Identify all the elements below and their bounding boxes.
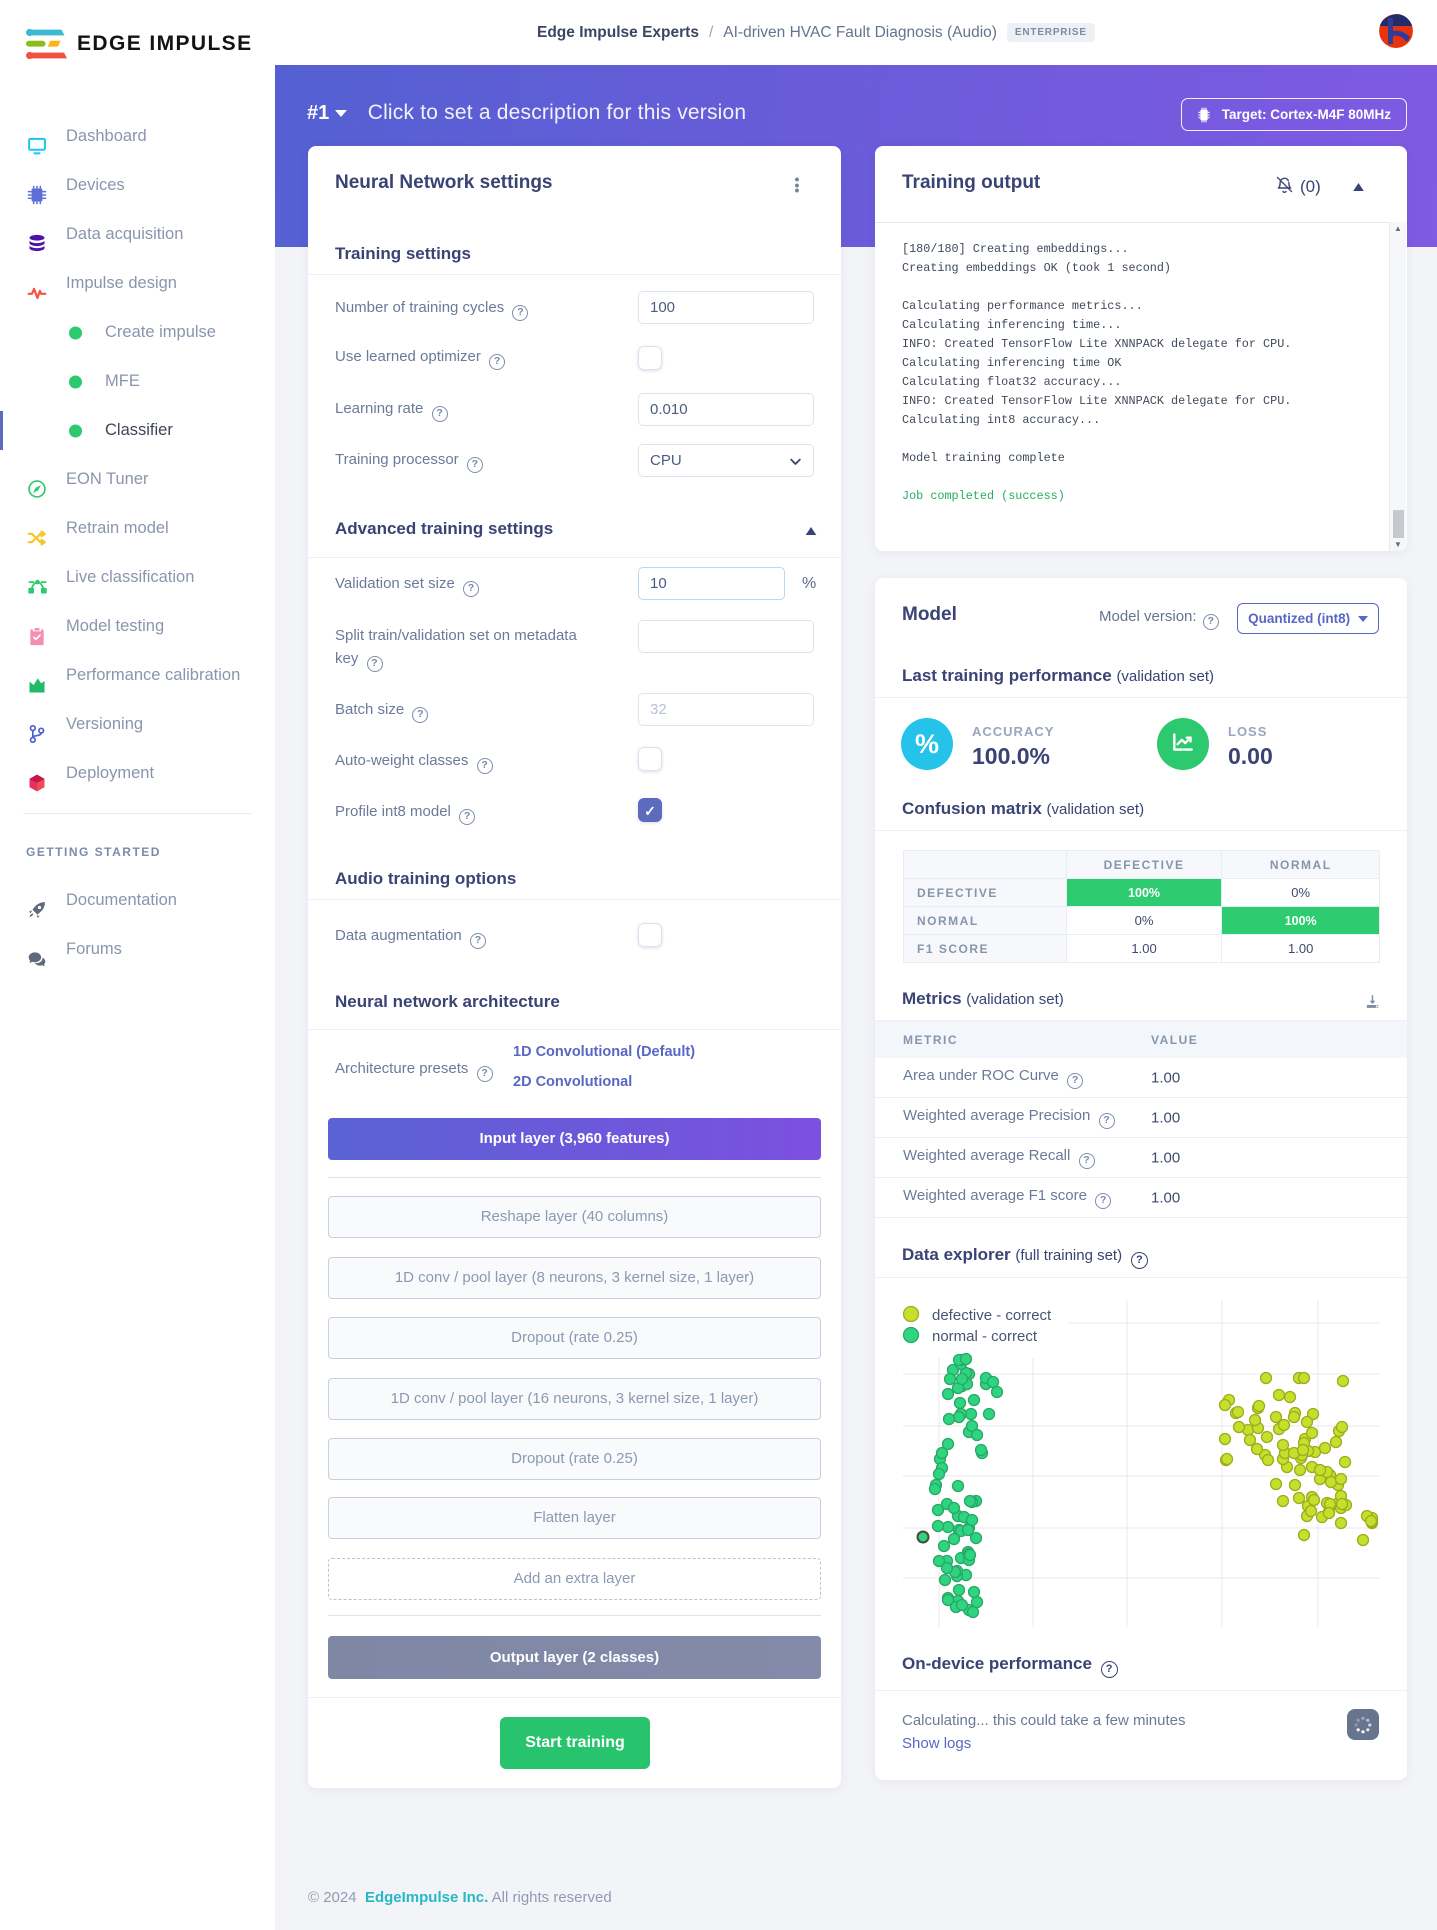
svg-text:defective - correct: defective - correct [932, 1307, 1052, 1324]
svg-text:normal - correct: normal - correct [932, 1328, 1038, 1345]
